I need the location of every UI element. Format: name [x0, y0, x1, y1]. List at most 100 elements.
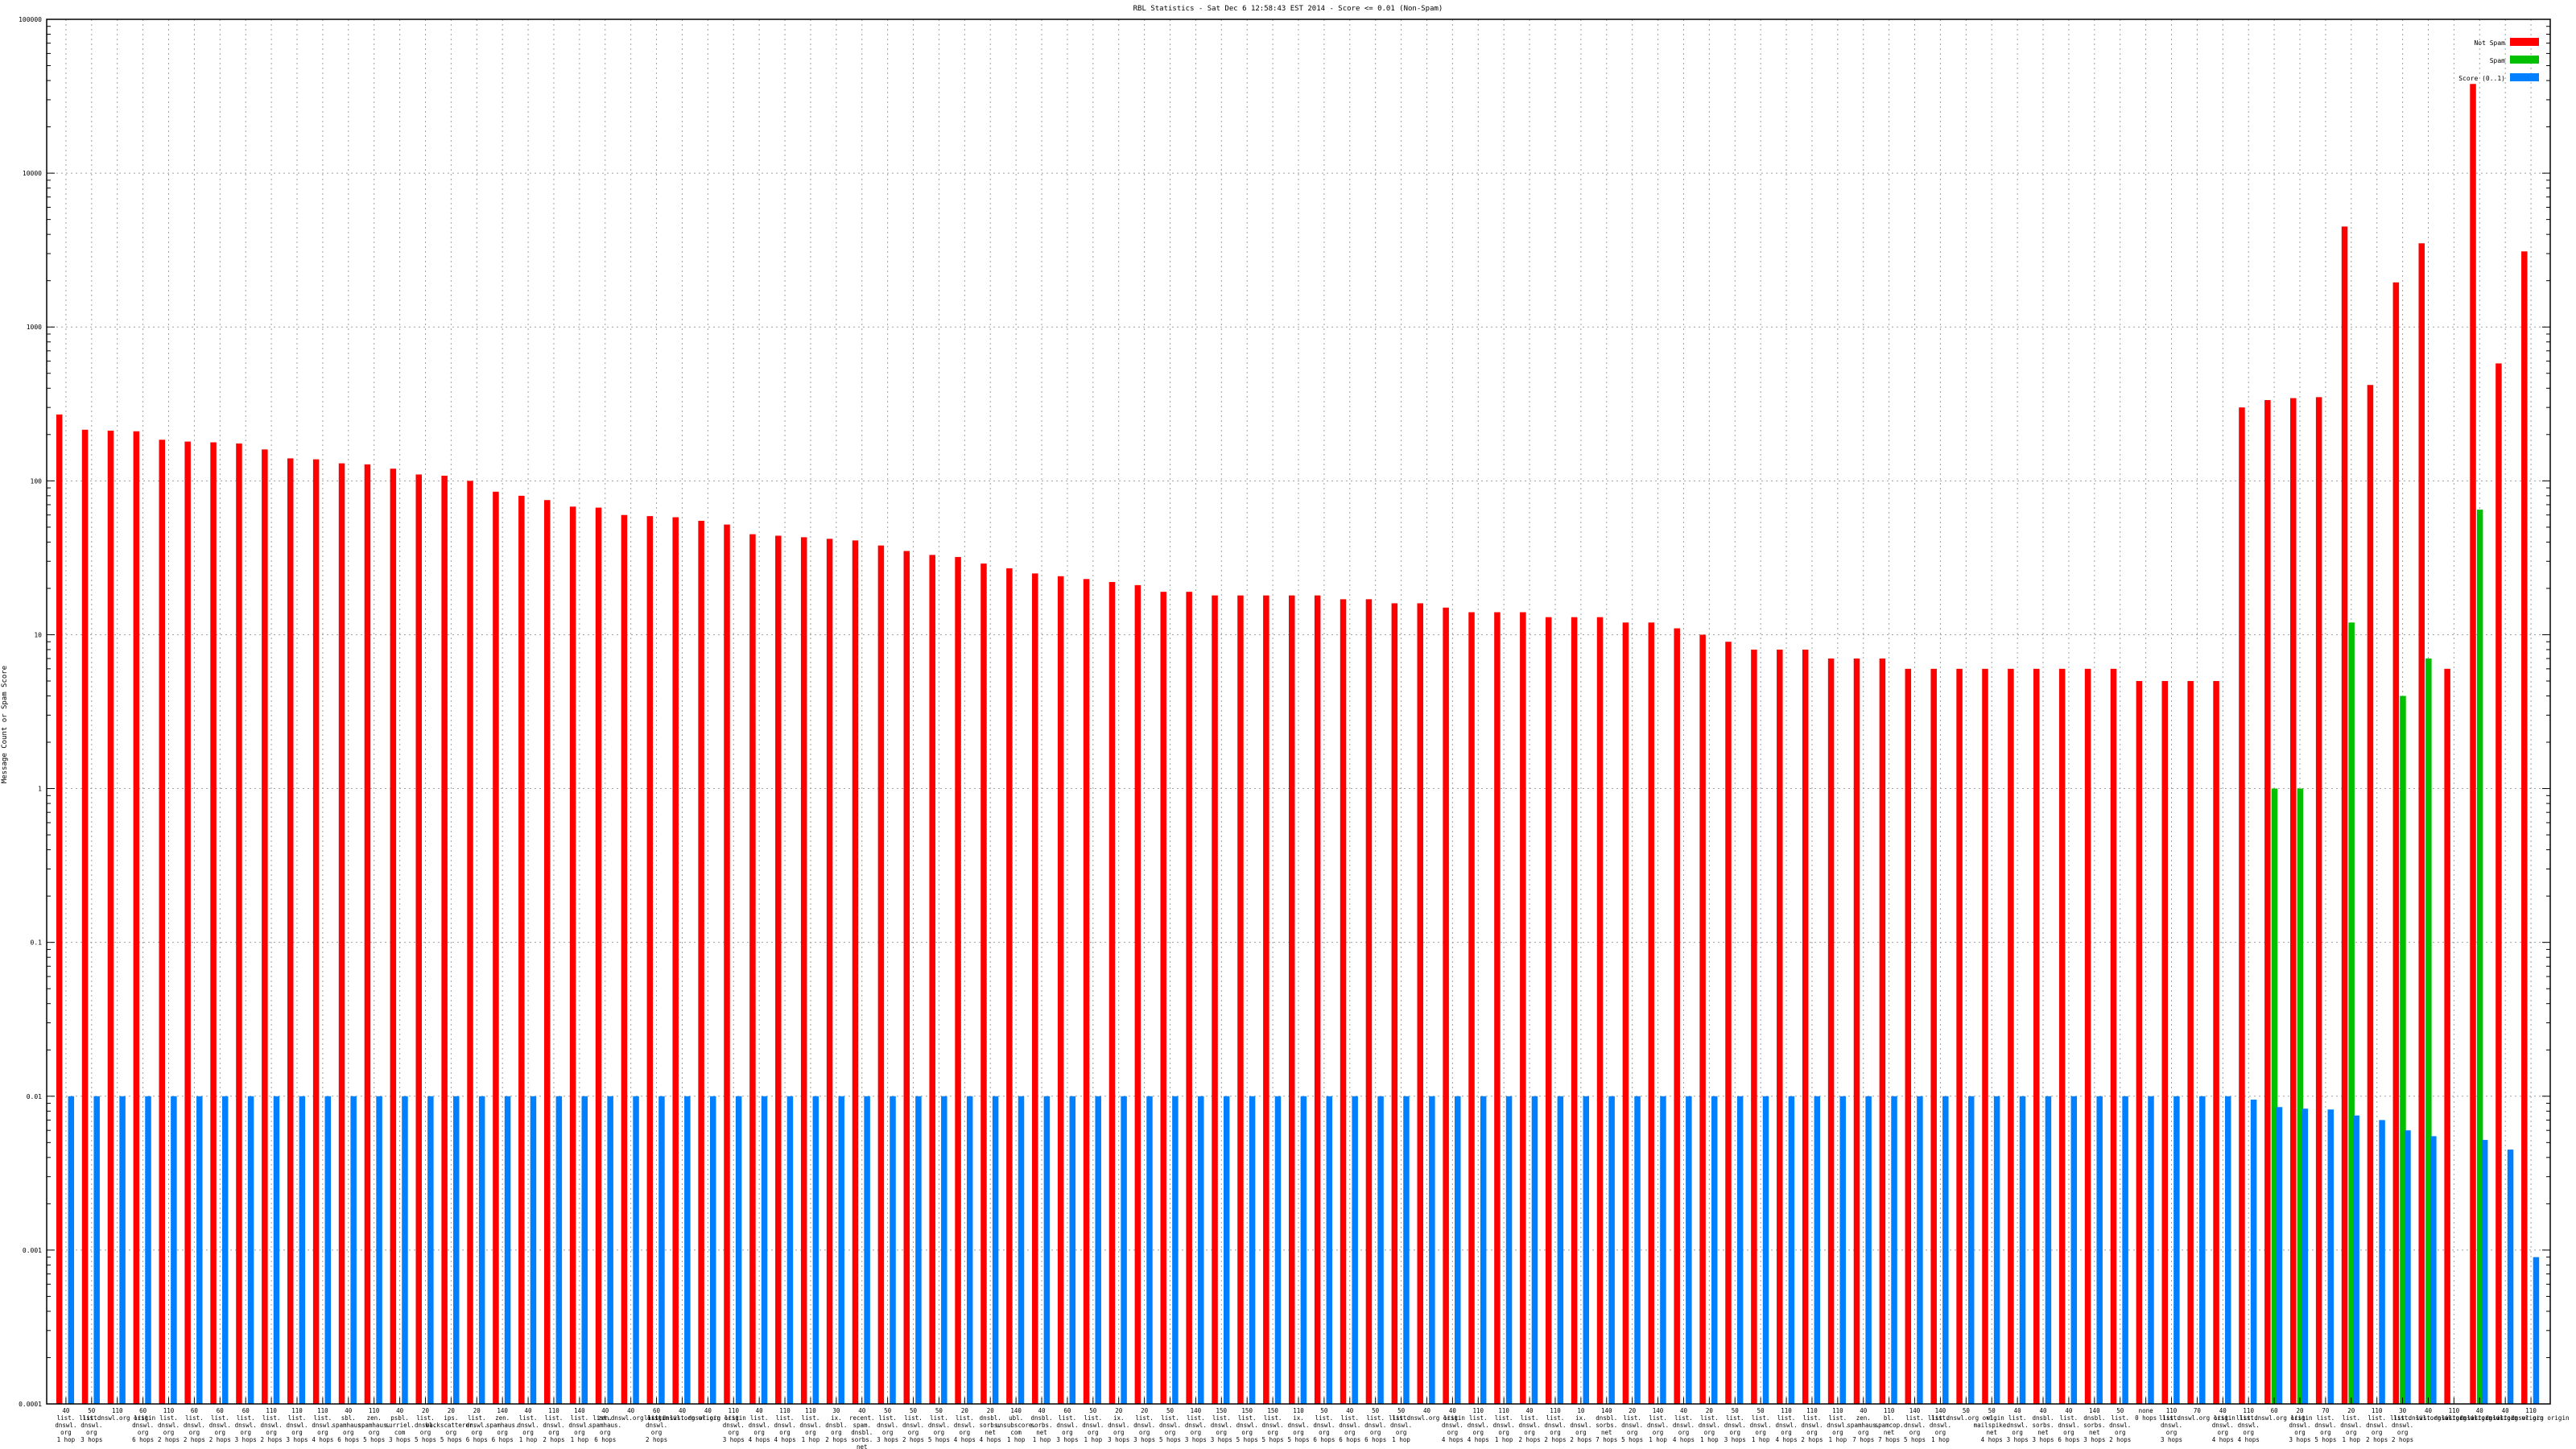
score-bar [1429, 1096, 1435, 1404]
x-tick-label: 20 list. dnswl. org 1 hop [2340, 1407, 2362, 1443]
score-bar [761, 1096, 768, 1404]
x-tick-label: 140 list. dnswl. org 1 hop [568, 1407, 590, 1443]
x-tick-label: 110 ix. dnswl. org 5 hops [1287, 1407, 1309, 1443]
not-spam-bar [2136, 680, 2143, 1404]
not-spam-bar [724, 524, 730, 1404]
x-tick-label: 110 list. dnswl. org 2 hops [158, 1407, 180, 1443]
score-bar [1018, 1096, 1025, 1404]
score-bar [1967, 1096, 1975, 1404]
y-tick-label: 0.1 [31, 939, 43, 947]
legend-swatch [2510, 38, 2539, 46]
not-spam-bar [1494, 612, 1501, 1404]
y-axis-label: Message Count or Spam Score [1, 666, 9, 783]
not-spam-bar [1186, 592, 1192, 1404]
score-bar [2430, 1136, 2437, 1404]
score-bar [1505, 1096, 1513, 1404]
x-tick-label: 110 list. dnswl. org 1 hop [1827, 1407, 1848, 1443]
score-bar [966, 1096, 973, 1404]
legend-label: Spam [2490, 57, 2505, 64]
score-bar [2405, 1130, 2411, 1404]
score-bar [812, 1096, 819, 1404]
score-bar [1274, 1096, 1282, 1404]
x-tick-label: 40 list. dnswl. org 6 hops [2058, 1407, 2079, 1443]
score-bar [350, 1096, 357, 1404]
not-spam-bar [2521, 251, 2528, 1405]
score-bar [684, 1096, 691, 1404]
score-bar [941, 1096, 947, 1404]
score-bar [1660, 1096, 1666, 1404]
x-tick-label: 40 dnsbl. sorbs. net 3 hops [2032, 1407, 2054, 1443]
x-tick-label: 150 list. dnswl. org 3 hops [1211, 1407, 1232, 1443]
x-tick-label: 40 list. dnswl. org 4 hops [1442, 1407, 1463, 1443]
score-bar [1839, 1096, 1846, 1404]
x-tick-label: 40 list. dnswl. org 6 hops [1339, 1407, 1360, 1443]
not-spam-bar [210, 442, 217, 1404]
score-bar [1531, 1096, 1538, 1404]
y-tick-label: 0.001 [23, 1247, 42, 1254]
x-tick-label: 140 dnsbl. sorbs. net 3 hops [2083, 1407, 2105, 1443]
x-tick-label: 110 list. dnswl. org 1 hop [1493, 1407, 1515, 1443]
x-tick-label: 150 list. dnswl. org 5 hops [1236, 1407, 1258, 1443]
not-spam-bar [312, 459, 320, 1405]
legend: Not Spam Spam Score (0..1) [2458, 38, 2539, 82]
score-bar [2174, 1096, 2180, 1404]
not-spam-bar [2110, 668, 2117, 1404]
x-tick-label: 40 list.dnswl.org origin [2390, 1407, 2467, 1422]
x-tick-label: 110 list. dnswl. org 2 hops [2366, 1407, 2388, 1443]
not-spam-bar [1108, 582, 1116, 1404]
not-spam-bar [1879, 658, 1886, 1404]
score-bar [1249, 1096, 1256, 1404]
score-bar [1198, 1096, 1204, 1404]
x-tick-label: 50 wl. mailspike. net 4 hops [1974, 1407, 2010, 1443]
not-spam-bar [2213, 680, 2219, 1404]
score-bar [530, 1096, 537, 1404]
not-spam-bar [2058, 668, 2066, 1404]
score-bar [890, 1096, 896, 1404]
not-spam-bar [2239, 407, 2245, 1404]
not-spam-bar [133, 431, 140, 1404]
not-spam-bar [1006, 568, 1013, 1404]
not-spam-bar [1417, 603, 1423, 1404]
x-tick-label: 40 list. dnswl. org 4 hops [1673, 1407, 1695, 1443]
score-bar [1043, 1096, 1051, 1404]
not-spam-bar [2315, 397, 2322, 1404]
x-tick-label: 140 list. dnswl. org 1 hop [1930, 1407, 1951, 1443]
not-spam-bar [980, 564, 987, 1404]
not-spam-bar [1751, 649, 1757, 1404]
score-bar [838, 1096, 844, 1404]
x-tick-label: 110 list. dnswl. org 4 hops [2238, 1407, 2260, 1443]
not-spam-bar [1905, 668, 1912, 1404]
score-bar [1583, 1096, 1589, 1404]
not-spam-bar [467, 481, 473, 1405]
not-spam-bar [2008, 668, 2014, 1404]
x-tick-label: 20 list. dnswl. org 3 hops [1133, 1407, 1155, 1443]
x-tick-label: 30 list. dnswl. org 2 hops [2392, 1407, 2413, 1443]
not-spam-bar [390, 469, 397, 1404]
not-spam-bar [2418, 243, 2425, 1405]
score-bar [196, 1096, 203, 1404]
score-bar [119, 1096, 126, 1404]
score-bar [478, 1096, 485, 1404]
not-spam-bar [56, 414, 63, 1404]
not-spam-bar [1237, 595, 1244, 1404]
y-tick-label: 0.01 [27, 1093, 42, 1100]
score-bar [427, 1096, 434, 1404]
score-bar [273, 1096, 280, 1404]
not-spam-bar [929, 555, 935, 1405]
x-tick-label: none 0 hops [2135, 1407, 2157, 1422]
score-bar [786, 1096, 794, 1404]
x-tick-label: 110 list. dnswl. org 4 hops [312, 1407, 333, 1443]
score-bar [1942, 1096, 1949, 1404]
score-bar [1711, 1096, 1718, 1404]
x-tick-label: 50 list. dnswl. org 1 hop [1082, 1407, 1104, 1443]
score-bar [1377, 1096, 1384, 1404]
score-bar [2533, 1257, 2540, 1404]
not-spam-bar [2444, 668, 2450, 1404]
not-spam-bar [1212, 595, 1218, 1404]
spam-bar [2476, 510, 2483, 1404]
x-tick-label: 110 list.dnswl.org origin [79, 1407, 155, 1422]
score-bar [1455, 1096, 1461, 1404]
not-spam-bar [81, 429, 89, 1404]
x-tick-label: 140 list. dnswl. org 5 hops [1904, 1407, 1926, 1443]
chart-title: RBL Statistics - Sat Dec 6 12:58:43 EST … [1133, 5, 1443, 13]
